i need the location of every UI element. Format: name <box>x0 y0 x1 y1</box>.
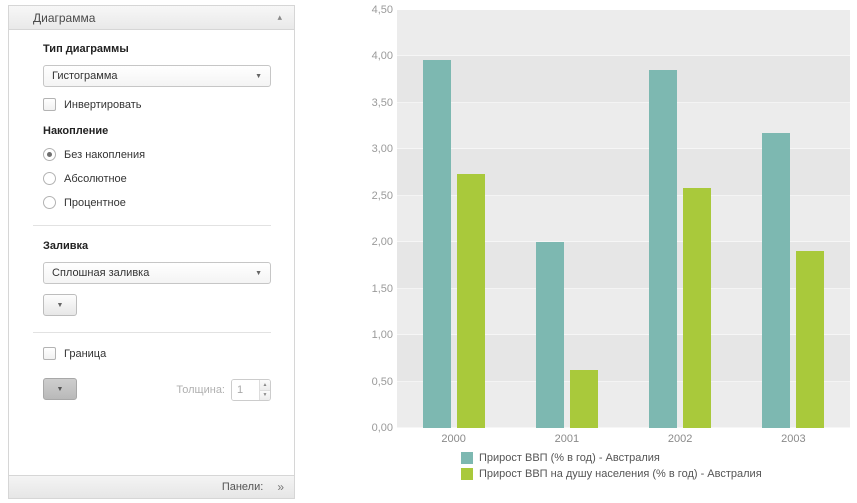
stacking-option-none[interactable]: Без накопления <box>43 148 271 161</box>
y-axis-tick-label: 3,50 <box>371 96 393 109</box>
chart-area: 4,50 4,00 3,50 3,00 2,50 2,00 1,50 1,00 0,50 0,00… <box>355 0 857 503</box>
y-axis-tick-label: 4,50 <box>371 4 393 16</box>
radio-label: Абсолютное <box>64 172 127 185</box>
border-color-button[interactable]: ▼ <box>43 378 77 400</box>
thickness-group: Толщина: ▲ ▼ <box>176 379 271 401</box>
legend-label: Прирост ВВП на душу населения (% в год) … <box>479 468 762 480</box>
stacking-option-percent[interactable]: Процентное <box>43 196 271 209</box>
fill-type-select[interactable]: Сплошная заливка ▼ <box>43 262 271 284</box>
bar-group <box>737 10 850 428</box>
bar <box>535 242 564 428</box>
stepper-up-icon[interactable]: ▲ <box>260 380 270 390</box>
legend: Прирост ВВП (% в год) - Австралия Прирост… <box>461 452 762 480</box>
grid-band <box>397 10 850 57</box>
fill-label: Заливка <box>43 240 89 252</box>
border-settings-row: ▼ Толщина: ▲ ▼ <box>43 376 271 404</box>
legend-swatch <box>461 452 473 464</box>
bar-group <box>624 10 737 428</box>
y-axis-tick-label: 4,00 <box>371 50 393 63</box>
panels-label[interactable]: Панели: <box>221 481 264 493</box>
legend-item: Прирост ВВП на душу населения (% в год) … <box>461 468 762 480</box>
y-axis-tick-label: 2,50 <box>371 189 393 202</box>
y-axis-tick-label: 2,00 <box>371 236 393 249</box>
x-axis-label: 2002 <box>667 433 693 445</box>
thickness-stepper[interactable]: ▲ ▼ <box>231 379 271 401</box>
legend-label: Прирост ВВП (% в год) - Австралия <box>479 452 660 464</box>
divider <box>33 332 271 333</box>
y-axis: 4,50 4,00 3,50 3,00 2,50 2,00 1,50 1,00 0,50 0,00 <box>355 4 393 434</box>
bar-group <box>510 10 623 428</box>
invert-label: Инвертировать <box>64 98 142 111</box>
chart-type-label: Тип диаграммы <box>43 43 129 55</box>
collapse-icon[interactable]: ▴ <box>277 12 282 22</box>
divider <box>33 225 271 226</box>
chevron-down-icon: ▼ <box>56 301 64 309</box>
bar <box>456 174 485 428</box>
chart-type-select[interactable]: Гистограмма ▼ <box>43 65 271 87</box>
legend-swatch <box>461 468 473 480</box>
y-axis-tick-label: 1,00 <box>371 329 393 342</box>
radio-icon[interactable] <box>43 172 56 185</box>
plot-area <box>397 10 850 428</box>
x-axis-label: 2003 <box>781 433 806 445</box>
y-axis-tick-label: 0,00 <box>371 422 393 434</box>
thickness-label: Толщина: <box>176 384 225 396</box>
bar <box>796 250 825 428</box>
chevron-down-icon: ▼ <box>255 72 262 80</box>
chevron-down-icon: ▼ <box>56 385 64 393</box>
radio-selected-icon[interactable] <box>43 148 56 161</box>
bar-groups <box>397 10 850 428</box>
radio-icon[interactable] <box>43 196 56 209</box>
fill-type-value: Сплошная заливка <box>52 267 150 279</box>
radio-label: Без накопления <box>64 148 146 161</box>
chevron-down-icon: ▼ <box>255 269 262 277</box>
invert-checkbox[interactable] <box>43 98 56 111</box>
y-axis-tick-label: 3,00 <box>371 143 393 156</box>
border-checkbox[interactable] <box>43 347 56 360</box>
bar <box>762 132 791 428</box>
invert-checkbox-row[interactable]: Инвертировать <box>43 98 271 111</box>
panel-title: Диаграмма <box>33 10 96 25</box>
y-axis-tick-label: 1,50 <box>371 282 393 295</box>
panel-footer: Панели: » <box>9 475 294 498</box>
border-label: Граница <box>64 347 107 360</box>
chart-settings-panel: Диаграмма ▴ Тип диаграммы Гистограмма ▼ … <box>8 5 295 499</box>
y-axis-tick-label: 0,50 <box>371 375 393 388</box>
bar <box>649 70 678 428</box>
panel-header[interactable]: Диаграмма ▴ <box>9 6 294 30</box>
stepper-down-icon[interactable]: ▼ <box>260 389 270 400</box>
x-axis: 2000 2001 2002 2003 <box>397 433 850 445</box>
double-chevron-right-icon[interactable]: » <box>277 480 284 494</box>
fill-color-button[interactable]: ▼ <box>43 294 77 316</box>
radio-label: Процентное <box>64 196 126 209</box>
x-axis-label: 2001 <box>554 433 580 445</box>
thickness-input[interactable] <box>232 380 259 400</box>
grid-band <box>397 56 850 103</box>
stacking-option-absolute[interactable]: Абсолютное <box>43 172 271 185</box>
bar <box>422 60 451 428</box>
chart-type-value: Гистограмма <box>52 70 118 82</box>
stacking-label: Накопление <box>43 125 109 137</box>
border-checkbox-row[interactable]: Граница <box>43 347 271 360</box>
bar <box>569 370 598 428</box>
bar-group <box>397 10 510 428</box>
stepper-buttons: ▲ ▼ <box>259 380 270 400</box>
x-axis-label: 2000 <box>441 433 466 445</box>
bar <box>683 188 712 428</box>
panel-body: Тип диаграммы Гистограмма ▼ Инвертироват… <box>9 30 294 475</box>
legend-item: Прирост ВВП (% в год) - Австралия <box>461 452 762 464</box>
